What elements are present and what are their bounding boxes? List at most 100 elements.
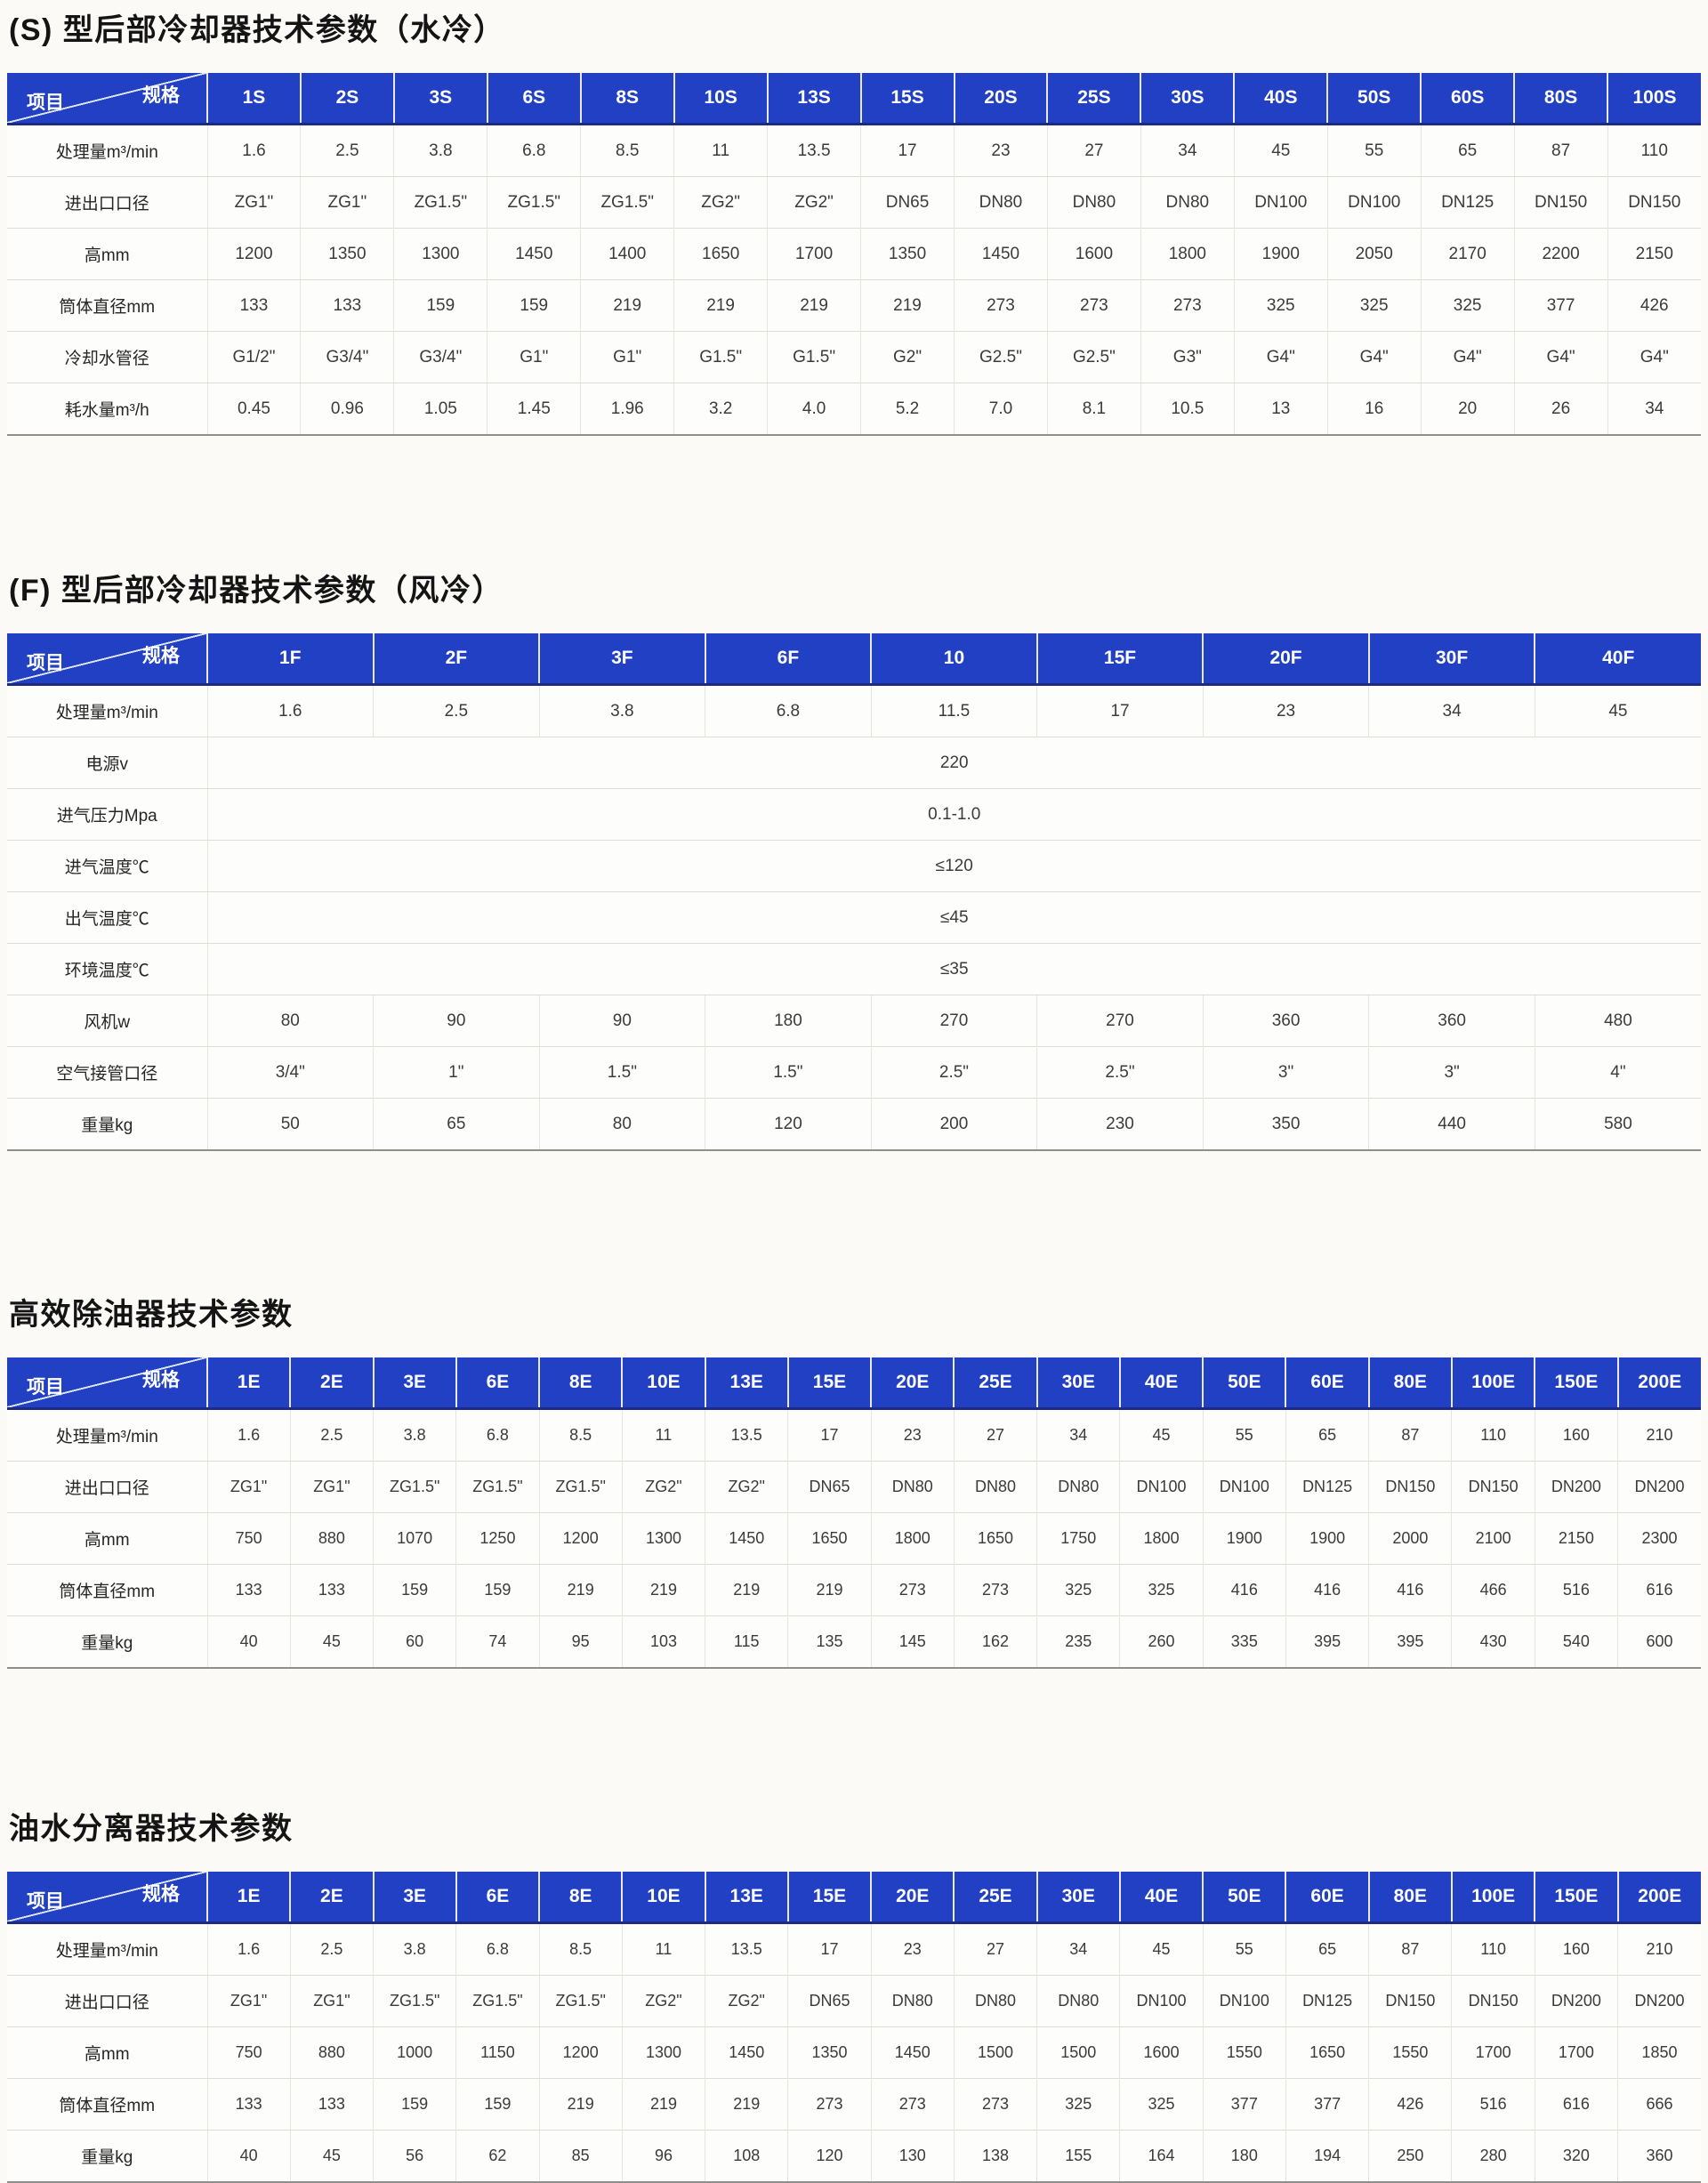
table-body: 处理量m³/min 1.6 2.5 3.8 6.8 8.5 11 13.5 17 23 27 34 45… <box>7 1922 1701 2182</box>
column-header: 13S <box>766 73 861 125</box>
column-header: 20F <box>1202 633 1369 686</box>
column-header: 40S <box>1233 73 1328 125</box>
value-cell: 133 <box>300 279 394 332</box>
value-cell: DN80 <box>953 1461 1037 1513</box>
row-label: 出气温度℃ <box>7 891 207 944</box>
value-cell: 320 <box>1534 2130 1618 2182</box>
row-label: 处理量m³/min <box>55 704 158 722</box>
value-cell: 16 <box>1326 383 1422 435</box>
row-label: 重量kg <box>7 2130 207 2182</box>
value-cell: 5.2 <box>860 383 955 435</box>
column-header: 6F <box>704 633 872 686</box>
value-cell: 325 <box>1119 1564 1204 1616</box>
section-title: (F) 型后部冷却器技术参数（风冷） <box>9 574 504 608</box>
value-cell: 1.6 <box>206 124 301 177</box>
value-cell: 1400 <box>580 228 674 280</box>
row-label: 进出口口径 <box>7 176 207 229</box>
value-cell: 45 <box>289 1615 374 1668</box>
value-cell: 325 <box>1420 279 1515 332</box>
value-cell: 17 <box>1036 684 1204 737</box>
value-cell: 1900 <box>1202 1512 1286 1565</box>
column-header: 1E <box>205 1872 291 1924</box>
value-cell: 8.5 <box>580 124 674 177</box>
value-cell: 23 <box>870 1922 955 1976</box>
value-cell: G1" <box>487 331 581 383</box>
column-header: 1S <box>206 73 301 125</box>
value-cell: G4" <box>1420 331 1515 383</box>
value-cell: 34 <box>1140 124 1235 177</box>
value-cell: 34 <box>1368 684 1535 737</box>
row-label: 重量kg <box>7 1615 207 1668</box>
column-header: 13E <box>704 1357 788 1410</box>
column-header: 60S <box>1420 73 1515 125</box>
value-cell: 85 <box>538 2130 623 2182</box>
row-label: 高mm <box>7 1512 207 1565</box>
row-label: 处理量m³/min <box>55 1428 158 1446</box>
table-row: 处理量m³/min 1.6 2.5 3.8 6.8 11.5 17 23 34 45 <box>7 684 1701 737</box>
value-cell: 750 <box>206 2026 291 2079</box>
column-header: 100E <box>1450 1872 1535 1924</box>
value-cell: 87 <box>1368 1408 1452 1462</box>
column-header: 25E <box>953 1872 1037 1924</box>
value-cell: 145 <box>870 1615 955 1668</box>
value-cell: 2200 <box>1513 228 1608 280</box>
value-cell: ZG1.5" <box>538 1461 623 1513</box>
value-cell: 87 <box>1513 124 1608 177</box>
corner-item-label: 项目 <box>27 653 64 673</box>
corner-item-label: 项目 <box>27 1891 64 1912</box>
value-cell: 133 <box>206 2078 291 2131</box>
column-header: 30F <box>1367 633 1535 686</box>
value-cell: G2.5" <box>954 331 1048 383</box>
value-cell: 11 <box>673 124 768 177</box>
value-cell: 426 <box>1368 2078 1452 2131</box>
value-cell: 56 <box>373 2130 456 2182</box>
value-cell: 1700 <box>1451 2026 1535 2079</box>
section-air-cooled-cooler: (F) 型后部冷却器技术参数（风冷） 规格 项目 1F 2F 3F 6F 10 15F 20F 3… <box>7 566 1701 1151</box>
value-cell: 34 <box>1036 1922 1120 1976</box>
value-cell: 440 <box>1368 1098 1535 1150</box>
value-cell: 1500 <box>1036 2026 1120 2079</box>
value-cell: 1450 <box>487 228 581 280</box>
value-cell: 133 <box>206 1564 291 1616</box>
value-cell: 1650 <box>787 1512 872 1565</box>
value-cell: 1750 <box>1036 1512 1120 1565</box>
value-cell: 350 <box>1202 1098 1369 1150</box>
value-cell: 2300 <box>1617 1512 1701 1565</box>
oil-water-separator-table: 规格 项目 1E 2E 3E 6E 8E 10E 13E 15E 20E 25E 30E 40E 50E 60… <box>7 1872 1701 2183</box>
value-cell: 11 <box>621 1922 705 1976</box>
column-header: 3E <box>372 1357 456 1410</box>
table-row: 空气接管口径 3/4" 1" 1.5" 1.5" 2.5" 2.5" 3" 3" 4" <box>7 1046 1701 1099</box>
column-header: 3F <box>538 633 705 686</box>
column-header: 3S <box>392 73 487 125</box>
value-cell: DN100 <box>1202 1461 1286 1513</box>
row-label: 处理量m³/min <box>55 143 158 162</box>
value-cell: 90 <box>373 995 540 1047</box>
value-cell: 360 <box>1617 2130 1701 2182</box>
value-cell: 45 <box>1119 1408 1204 1462</box>
value-cell: ZG1.5" <box>373 1975 456 2027</box>
value-cell: 45 <box>1119 1922 1204 1976</box>
value-cell: 13.5 <box>767 124 861 177</box>
value-cell: 194 <box>1285 2130 1369 2182</box>
table-body: 处理量m³/min 1.6 2.5 3.8 6.8 8.5 11 13.5 17 23 27 34 45… <box>7 124 1701 435</box>
value-cell: DN125 <box>1420 176 1515 229</box>
value-cell: 395 <box>1368 1615 1452 1668</box>
value-cell: G4" <box>1607 331 1701 383</box>
value-cell: 17 <box>860 124 955 177</box>
row-label: 筒体直径mm <box>7 1564 207 1616</box>
value-cell: 325 <box>1326 279 1422 332</box>
value-cell: 273 <box>953 2078 1037 2131</box>
table-row: 环境温度℃ ≤35 <box>7 943 1701 995</box>
value-cell: DN80 <box>1036 1975 1120 2027</box>
table-row: 处理量m³/min 1.6 2.5 3.8 6.8 8.5 11 13.5 17 23 27 34 45… <box>7 124 1701 177</box>
column-header: 50E <box>1202 1872 1286 1924</box>
value-cell: 200 <box>870 1098 1037 1150</box>
column-header: 40F <box>1534 633 1701 686</box>
value-cell: 1" <box>373 1046 540 1099</box>
column-header: 80E <box>1367 1357 1452 1410</box>
value-cell: 360 <box>1202 995 1369 1047</box>
value-cell: 80 <box>538 1098 705 1150</box>
value-cell: 2.5 <box>289 1408 374 1462</box>
value-cell: 55 <box>1202 1408 1286 1462</box>
table-row: 进气压力Mpa 0.1-1.0 <box>7 788 1701 841</box>
